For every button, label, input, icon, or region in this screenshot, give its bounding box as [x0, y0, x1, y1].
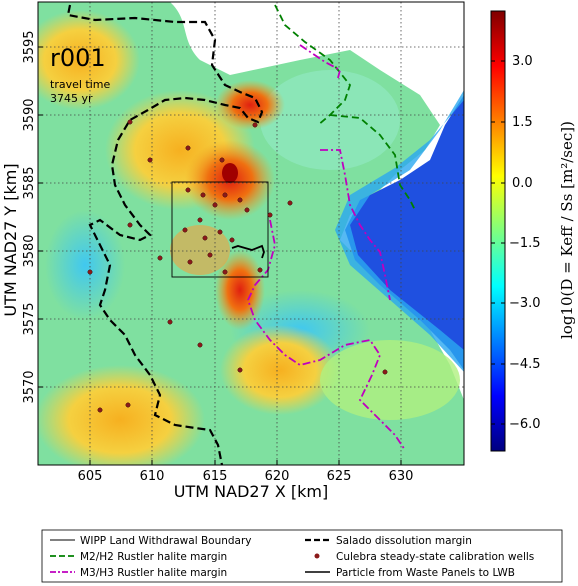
colorbar-tick-label: 0.0	[512, 176, 533, 191]
plot-frame	[37, 1, 465, 466]
colorbar-tick-label: −3.0	[509, 296, 541, 311]
m2h2-halite-margin	[274, 4, 416, 211]
y-tick-label: 3585	[22, 166, 37, 199]
y-tick-label: 3580	[22, 234, 37, 267]
x-tick-label: 620	[265, 469, 290, 484]
x-axis-ticks: 605 610 615 620 625 630	[78, 469, 414, 484]
x-tick-marks	[89, 460, 402, 465]
colorbar-ticks: 3.0 1.5 0.0 −1.5 −3.0 −4.5 −6.0	[491, 54, 541, 432]
y-tick-label: 3570	[22, 370, 37, 403]
y-tick-label: 3575	[22, 302, 37, 335]
travel-time-label: travel time	[50, 78, 110, 91]
legend-item-label: Culebra steady-state calibration wells	[336, 551, 534, 563]
legend-item-label: M2/H2 Rustler halite margin	[80, 551, 227, 563]
colorbar-tick-label: −6.0	[509, 417, 541, 432]
x-tick-label: 615	[203, 469, 228, 484]
x-tick-label: 625	[327, 469, 352, 484]
travel-time-value: 3745 yr	[50, 92, 93, 105]
colorbar-label: log10(D = Keff / Ss [m²/sec])	[558, 121, 576, 339]
y-axis-ticks: 3595 3590 3585 3580 3575 3570	[22, 30, 37, 403]
colorbar-tick-label: 1.5	[512, 115, 533, 130]
map-grid	[38, 2, 464, 465]
colorbar-tick-label: 3.0	[512, 54, 533, 69]
x-tick-label: 610	[140, 469, 165, 484]
legend-item-label: Salado dissolution margin	[336, 535, 472, 547]
map-plot-area	[38, 2, 464, 465]
low-diffusivity-blue-region	[345, 95, 464, 370]
colorbar-tick-label: −1.5	[509, 236, 541, 251]
legend-swatch-wells	[314, 553, 320, 559]
y-tick-label: 3595	[22, 30, 37, 63]
colorbar-tick-label: −4.5	[509, 357, 541, 372]
run-id-label: r001	[50, 44, 106, 72]
legend-item-label: Particle from Waste Panels to LWB	[336, 567, 515, 579]
particle-path	[231, 244, 265, 259]
m3h3-halite-margin	[247, 44, 406, 451]
x-tick-label: 630	[389, 469, 414, 484]
calibration-wells	[87, 119, 388, 413]
colorbar	[490, 10, 506, 452]
salado-dissolution-margin	[66, 4, 264, 465]
legend-item-label: WIPP Land Withdrawal Boundary	[80, 535, 252, 547]
legend-box	[41, 529, 563, 583]
x-tick-label: 605	[78, 469, 103, 484]
legend: WIPP Land Withdrawal Boundary Salado dis…	[41, 529, 563, 583]
wipp-land-withdrawal-boundary	[171, 181, 269, 278]
x-axis-label: UTM NAD27 X [km]	[174, 482, 328, 501]
y-tick-label: 3590	[22, 98, 37, 131]
y-tick-marks	[38, 46, 43, 388]
y-axis-label: UTM NAD27 Y [km]	[1, 163, 20, 316]
legend-item-label: M3/H3 Rustler halite margin	[80, 567, 227, 579]
